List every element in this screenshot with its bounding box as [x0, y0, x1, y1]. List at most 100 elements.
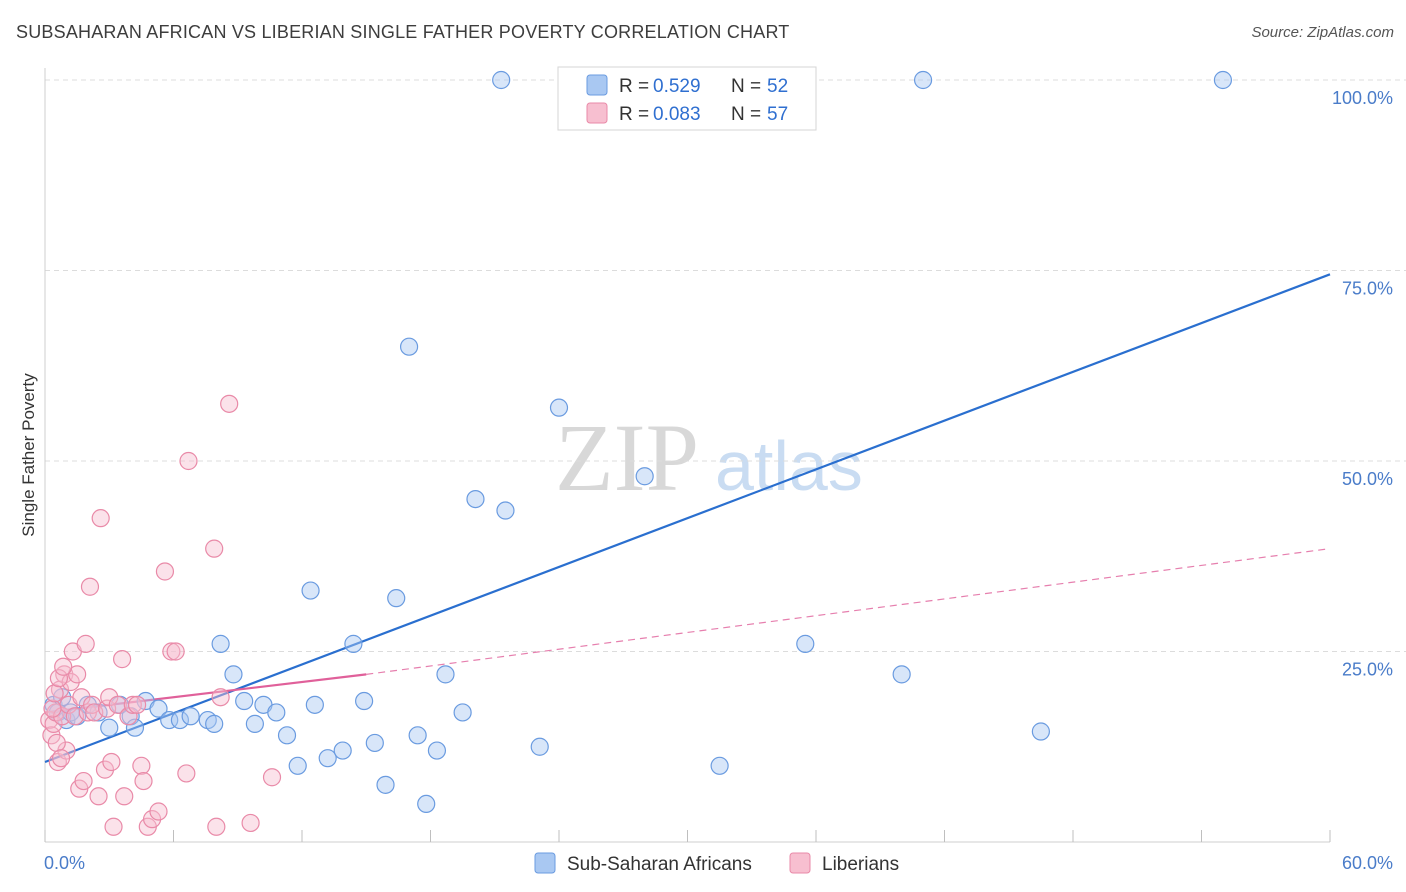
point-subsaharan	[408, 726, 427, 745]
point-subsaharan	[355, 691, 374, 711]
correlation-legend: R = 0.529 N = 52 R = 0.083 N = 57	[557, 66, 817, 131]
point-subsaharan	[530, 737, 549, 756]
chart-title: SUBSAHARAN AFRICAN VS LIBERIAN SINGLE FA…	[16, 22, 790, 42]
point-liberians	[83, 695, 102, 714]
point-liberians	[45, 684, 64, 703]
point-subsaharan	[466, 490, 485, 509]
trendline-subsaharan	[44, 273, 1331, 764]
series-legend-label-subsaharan: Sub-Saharan Africans	[567, 854, 752, 875]
point-liberians	[89, 787, 108, 806]
point-subsaharan	[149, 699, 168, 718]
point-liberians	[142, 810, 162, 829]
point-subsaharan	[453, 703, 472, 722]
legend-r-label-1: R =	[619, 76, 649, 97]
data-points	[40, 70, 1233, 836]
point-subsaharan	[125, 718, 145, 737]
legend-n-label-2: N =	[731, 104, 761, 125]
legend-n-value-1: 52	[767, 76, 788, 97]
legend-r-value-2: 0.083	[653, 104, 701, 125]
point-subsaharan	[796, 634, 815, 653]
point-liberians	[179, 451, 198, 471]
point-subsaharan	[436, 665, 455, 684]
trendlines	[44, 273, 1331, 764]
point-liberians	[80, 577, 100, 596]
point-liberians	[91, 509, 110, 528]
point-liberians	[51, 749, 71, 768]
point-subsaharan	[365, 733, 384, 753]
x-tick-label-max: 60.0%	[1342, 853, 1393, 873]
trendline-extension-liberians	[366, 548, 1331, 675]
y-tick-label: 25.0%	[1342, 660, 1393, 680]
point-subsaharan	[277, 726, 297, 745]
point-liberians	[211, 688, 230, 707]
legend-n-label-1: N =	[731, 76, 761, 97]
point-subsaharan	[496, 501, 515, 520]
point-liberians	[68, 665, 87, 684]
point-subsaharan	[245, 714, 264, 733]
point-liberians	[127, 695, 147, 714]
legend-n-value-2: 57	[767, 104, 788, 125]
y-axis-title: Single Father Poverty	[19, 373, 38, 537]
point-subsaharan	[224, 665, 243, 684]
point-subsaharan	[333, 741, 352, 760]
legend-r-value-1: 0.529	[653, 76, 701, 97]
series-legend-swatch-liberians	[789, 852, 811, 874]
point-subsaharan	[89, 703, 108, 722]
point-liberians	[98, 699, 117, 718]
point-liberians	[95, 760, 115, 779]
series-legend-swatch-subsaharan	[534, 852, 556, 874]
point-subsaharan	[100, 718, 119, 737]
point-liberians	[123, 695, 142, 714]
point-liberians	[166, 642, 185, 661]
point-liberians	[76, 634, 95, 653]
watermark: ZIP atlas	[555, 404, 863, 511]
point-subsaharan	[399, 337, 419, 356]
point-subsaharan	[427, 741, 447, 760]
point-subsaharan	[913, 70, 933, 90]
point-liberians	[262, 768, 282, 787]
point-subsaharan	[205, 714, 224, 733]
watermark-atlas: atlas	[715, 427, 863, 505]
point-liberians	[43, 699, 62, 718]
series-legend: Sub-Saharan Africans Liberians	[534, 852, 899, 875]
y-tick-label: 50.0%	[1342, 469, 1393, 489]
point-subsaharan	[387, 589, 406, 608]
point-subsaharan	[181, 707, 200, 726]
point-liberians	[134, 771, 153, 791]
point-liberians	[207, 817, 226, 836]
point-liberians	[177, 764, 196, 783]
point-subsaharan	[376, 775, 395, 794]
point-liberians	[74, 771, 93, 791]
point-liberians	[47, 733, 66, 753]
point-liberians	[112, 650, 132, 669]
point-liberians	[205, 539, 224, 558]
source-label: Source: ZipAtlas.com	[1251, 24, 1394, 41]
legend-swatch-subsaharan	[586, 74, 608, 96]
point-liberians	[220, 394, 239, 413]
point-liberians	[104, 817, 123, 836]
y-tick-label: 100.0%	[1332, 88, 1393, 108]
point-subsaharan	[288, 756, 307, 775]
point-liberians	[132, 756, 151, 775]
point-liberians	[241, 813, 260, 833]
legend-r-label-2: R =	[619, 104, 649, 125]
point-liberians	[115, 787, 134, 806]
point-liberians	[102, 752, 121, 772]
point-subsaharan	[549, 398, 569, 417]
x-tick-label-min: 0.0%	[44, 853, 85, 873]
point-subsaharan	[492, 70, 511, 90]
watermark-zip: ZIP	[555, 404, 699, 511]
point-subsaharan	[892, 665, 911, 684]
point-liberians	[61, 672, 80, 692]
point-subsaharan	[1031, 722, 1050, 741]
point-subsaharan	[417, 794, 436, 814]
point-liberians	[162, 642, 181, 661]
point-subsaharan	[305, 695, 324, 714]
point-subsaharan	[267, 703, 286, 722]
y-tick-labels: 25.0% 50.0% 75.0% 100.0%	[1332, 88, 1393, 680]
y-tick-label: 75.0%	[1342, 279, 1393, 299]
point-subsaharan	[235, 691, 254, 711]
point-subsaharan	[318, 749, 337, 768]
point-subsaharan	[635, 467, 654, 486]
